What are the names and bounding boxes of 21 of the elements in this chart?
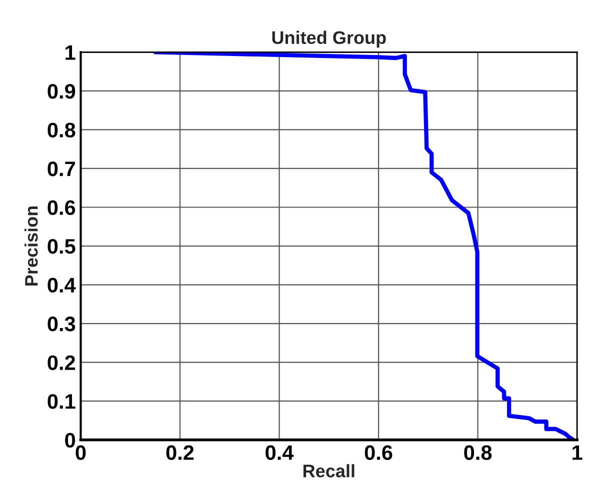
x-tick-label: 0	[76, 445, 86, 460]
y-tick-label: 0.6	[48, 200, 76, 216]
x-axis-title: Recall	[304, 464, 354, 478]
y-tick-label: 0.3	[48, 316, 76, 332]
y-tick-label: 0.5	[48, 239, 76, 254]
x-tick-label: 0.4	[266, 445, 294, 460]
chart-title: United Group	[272, 30, 386, 48]
y-tick-label: 0.2	[48, 355, 76, 370]
y-tick-label: 0.1	[48, 394, 76, 409]
x-tick-label: 1	[572, 445, 582, 460]
x-tick-label: 0.2	[166, 445, 194, 460]
y-tick-label: 0.7	[48, 161, 75, 176]
line-series	[153, 52, 576, 440]
y-tick-label: 0.4	[48, 278, 76, 293]
y-tick-label: 1	[66, 45, 76, 60]
y-tick-label: 0.8	[48, 122, 76, 138]
x-tick-label: 0.6	[364, 445, 392, 460]
x-tick-label: 0.8	[464, 445, 492, 460]
y-axis-title: Precision	[24, 206, 38, 286]
y-tick-label: 0	[65, 432, 76, 448]
y-tick-label: 0.9	[48, 84, 76, 99]
